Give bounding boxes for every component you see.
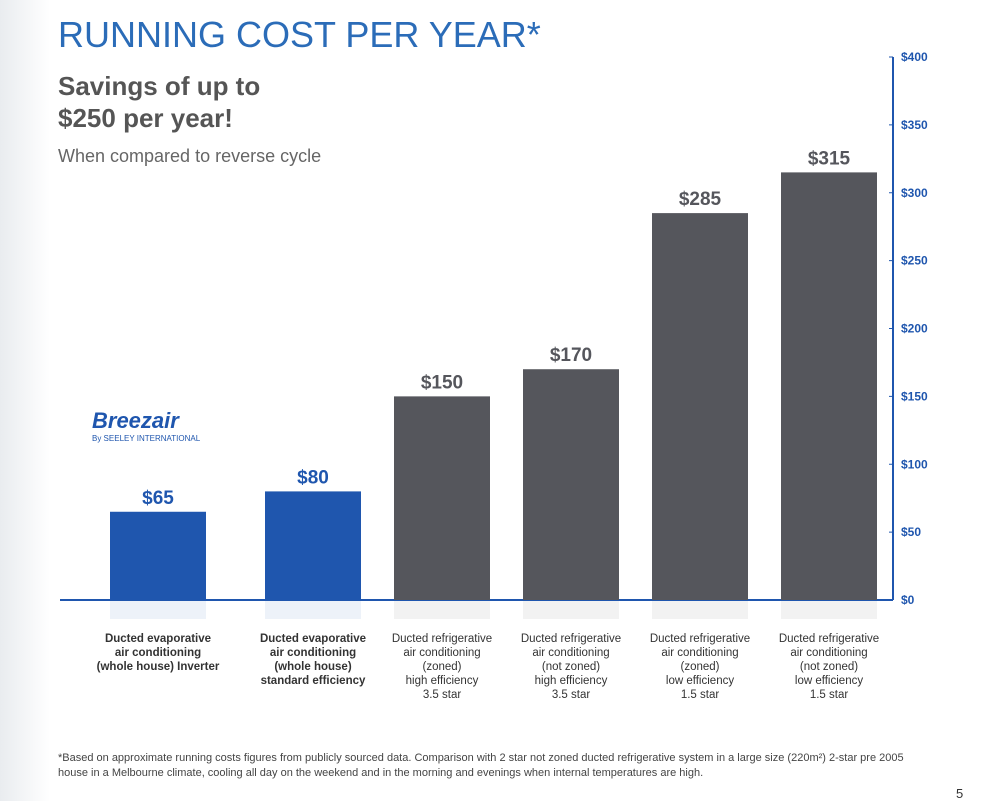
y-tick-label: $50 <box>901 525 921 539</box>
y-tick-label: $0 <box>901 593 915 607</box>
comparison-note: When compared to reverse cycle <box>58 146 322 166</box>
bar <box>523 369 619 600</box>
x-tick-label: Ducted refrigerative air conditioning (n… <box>520 633 622 701</box>
x-tick-label: Ducted refrigerative air conditioning (z… <box>391 633 493 701</box>
x-tick-label: Ducted evaporative air conditioning (who… <box>96 633 220 673</box>
value-label: $80 <box>297 467 329 488</box>
value-label: $285 <box>679 189 722 210</box>
title: RUNNING COST PER YEAR* <box>58 14 541 55</box>
x-tick-label: Ducted refrigerative air conditioning (n… <box>778 633 880 701</box>
x-tick-label: Ducted refrigerative air conditioning (z… <box>649 633 751 701</box>
bar-reflection <box>265 601 361 619</box>
logo: Breezair <box>92 408 179 433</box>
y-tick-label: $150 <box>901 389 928 403</box>
value-label: $315 <box>808 148 851 169</box>
y-tick-label: $400 <box>901 50 928 64</box>
bar-reflection <box>652 601 748 619</box>
y-tick-label: $300 <box>901 186 928 200</box>
logo-byline: By SEELEY INTERNATIONAL <box>92 434 201 443</box>
y-tick-label: $350 <box>901 118 928 132</box>
bar <box>781 172 877 600</box>
bar <box>265 491 361 600</box>
footnote: *Based on approximate running costs figu… <box>58 752 904 779</box>
page-number: 5 <box>956 786 964 801</box>
bar <box>110 511 206 600</box>
bar-reflection <box>781 601 877 619</box>
bar-reflection <box>394 601 490 619</box>
x-tick-label: Ducted evaporative air conditioning (who… <box>259 633 367 687</box>
value-label: $65 <box>142 488 174 509</box>
y-tick-label: $100 <box>901 457 928 471</box>
bar-reflection <box>523 601 619 619</box>
bar <box>394 396 490 600</box>
bar <box>652 213 748 601</box>
y-tick-label: $250 <box>901 254 928 268</box>
value-label: $170 <box>550 345 592 366</box>
bar-reflection <box>110 601 206 619</box>
value-label: $150 <box>421 372 463 393</box>
subtitle: Savings of up to $250 per year! <box>58 71 261 133</box>
y-tick-label: $200 <box>901 322 928 336</box>
